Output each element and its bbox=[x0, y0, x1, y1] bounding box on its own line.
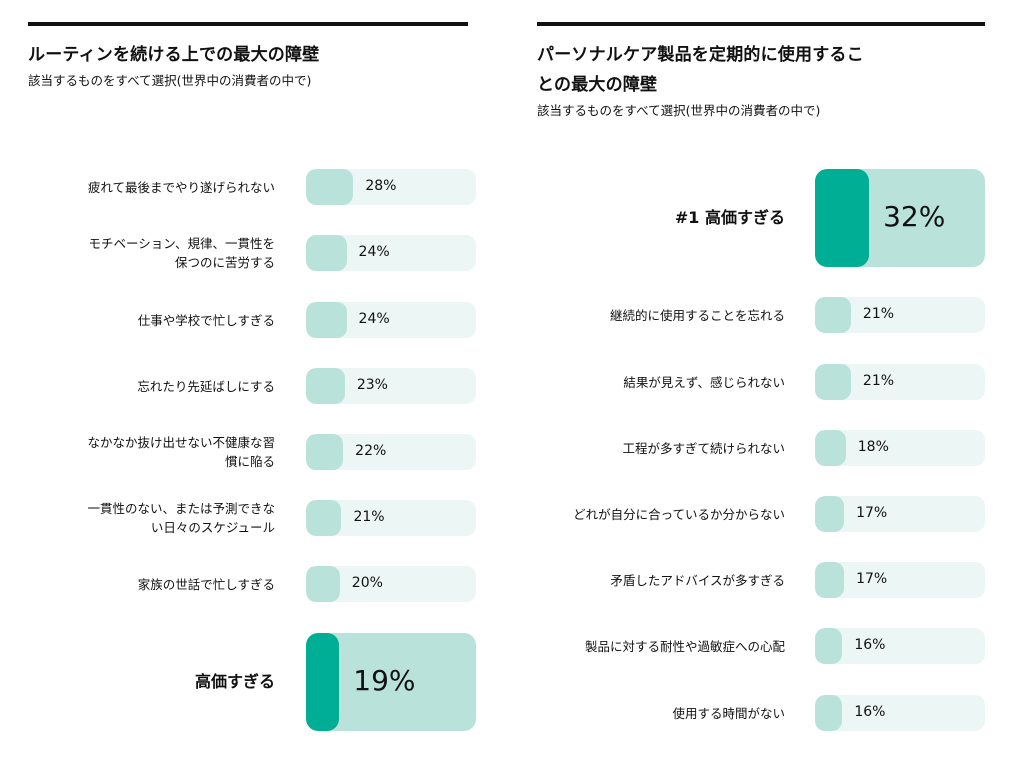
chart-title: パーソナルケア製品を定期的に使用するこ との最大の障壁 bbox=[537, 45, 864, 95]
bar-track: 17% bbox=[815, 562, 985, 598]
bar bbox=[815, 430, 846, 466]
category-label: 忘れたり先延ばしにする bbox=[137, 378, 275, 394]
chart-subtitle: 該当するものをすべて選択(世界中の消費者の中で) bbox=[28, 73, 312, 88]
top-rule bbox=[537, 22, 985, 26]
category-label: なかなか抜け出せない不健康な習 慣に陥る bbox=[87, 435, 275, 469]
bar-track: 21% bbox=[306, 500, 476, 536]
bar bbox=[306, 235, 347, 271]
category-label: 矛盾したアドバイスが多すぎる bbox=[610, 572, 785, 588]
bar-track: 28% bbox=[306, 169, 476, 205]
bar-track: 32% bbox=[815, 169, 985, 267]
data-label: 24% bbox=[358, 244, 390, 260]
bar bbox=[306, 169, 354, 205]
category-label: 製品に対する耐性や過敏症への心配 bbox=[584, 638, 785, 654]
category-label: 疲れて最後までやり遂げられない bbox=[87, 179, 275, 195]
bar-track: 19% bbox=[306, 633, 476, 731]
bar-track: 24% bbox=[306, 302, 476, 338]
bar bbox=[815, 695, 843, 731]
data-label: 21% bbox=[353, 509, 385, 525]
data-label: 19% bbox=[353, 664, 416, 697]
category-label: モチベーション、規律、一貫性を 保つのに苦労する bbox=[88, 236, 275, 270]
bar bbox=[815, 169, 870, 267]
data-label: 32% bbox=[883, 200, 946, 233]
bar-track: 21% bbox=[815, 364, 985, 400]
category-label: 家族の世話で忙しすぎる bbox=[137, 576, 275, 592]
data-label: 21% bbox=[862, 306, 895, 322]
bar-track: 20% bbox=[306, 566, 476, 602]
data-label: 17% bbox=[856, 505, 888, 521]
chart-panel-right: パーソナルケア製品を定期的に使用するこ との最大の障壁 該当するものをすべて選択… bbox=[537, 22, 985, 120]
bar-track: 23% bbox=[306, 368, 476, 404]
data-label: 16% bbox=[854, 704, 886, 720]
data-label: 16% bbox=[854, 637, 886, 653]
chart-panel-left: ルーティンを続ける上での最大の障壁 該当するものをすべて選択(世界中の消費者の中… bbox=[28, 22, 468, 90]
bar-track: 17% bbox=[815, 496, 985, 532]
bar bbox=[306, 633, 340, 731]
data-label: 17% bbox=[856, 571, 888, 587]
bar-track: 21% bbox=[815, 297, 985, 333]
bar-track: 24% bbox=[306, 235, 476, 271]
bar-track: 16% bbox=[815, 628, 985, 664]
category-label: どれが自分に合っているか分からない bbox=[573, 506, 785, 522]
category-label: 継続的に使用することを忘れる bbox=[609, 307, 785, 323]
bar bbox=[815, 364, 851, 400]
bar bbox=[306, 302, 347, 338]
chart-title: ルーティンを続ける上での最大の障壁 bbox=[28, 45, 320, 65]
category-label: 一貫性のない、または予測できな い日々のスケジュール bbox=[87, 501, 275, 535]
bar bbox=[306, 566, 340, 602]
chart-subtitle: 該当するものをすべて選択(世界中の消費者の中で) bbox=[537, 103, 821, 118]
top-rule bbox=[28, 22, 468, 26]
bar-track: 18% bbox=[815, 430, 985, 466]
category-label: 使用する時間がない bbox=[672, 705, 785, 721]
data-label: 23% bbox=[356, 377, 388, 393]
category-label: 仕事や学校で忙しすぎる bbox=[137, 312, 275, 328]
data-label: 20% bbox=[351, 575, 383, 591]
data-label: 22% bbox=[355, 443, 387, 459]
category-label: 結果が見えず、感じられない bbox=[623, 374, 785, 390]
bar-track: 16% bbox=[815, 695, 985, 731]
bar bbox=[815, 628, 843, 664]
data-label: 21% bbox=[862, 373, 895, 389]
bar bbox=[815, 562, 845, 598]
bar-track: 22% bbox=[306, 434, 476, 470]
category-label: 工程が多すぎて続けられない bbox=[622, 440, 785, 456]
category-label: 高価すぎる bbox=[194, 672, 275, 691]
category-label: #1 高価すぎる bbox=[674, 208, 785, 227]
data-label: 28% bbox=[365, 178, 397, 194]
bar bbox=[815, 297, 851, 333]
bar bbox=[815, 496, 845, 532]
data-label: 24% bbox=[358, 311, 390, 327]
data-label: 18% bbox=[857, 439, 889, 455]
bar bbox=[306, 434, 344, 470]
bar bbox=[306, 500, 342, 536]
bar bbox=[306, 368, 345, 404]
